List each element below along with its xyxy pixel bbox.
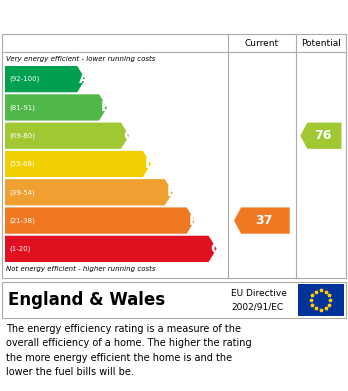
Text: EU Directive: EU Directive [231,289,287,298]
Text: 37: 37 [255,214,272,227]
Text: Very energy efficient - lower running costs: Very energy efficient - lower running co… [6,56,155,62]
Polygon shape [300,122,341,149]
Text: Energy Efficiency Rating: Energy Efficiency Rating [8,7,237,25]
Text: Potential: Potential [301,38,341,47]
Text: (81-91): (81-91) [9,104,35,111]
Text: 2002/91/EC: 2002/91/EC [231,303,284,312]
Text: England & Wales: England & Wales [8,291,165,309]
Text: The energy efficiency rating is a measure of the
overall efficiency of a home. T: The energy efficiency rating is a measur… [6,324,252,377]
Text: B: B [101,100,112,115]
Text: (39-54): (39-54) [9,189,35,196]
Text: (92-100): (92-100) [9,76,39,83]
Text: (21-38): (21-38) [9,217,35,224]
Text: C: C [123,129,133,143]
Text: D: D [145,157,157,171]
Text: E: E [167,185,176,199]
Polygon shape [5,122,129,149]
Polygon shape [5,179,173,205]
Text: Not energy efficient - higher running costs: Not energy efficient - higher running co… [6,266,156,272]
Polygon shape [5,208,195,234]
Polygon shape [234,208,290,234]
Text: A: A [79,72,90,86]
Polygon shape [5,94,107,120]
Polygon shape [5,151,151,177]
Text: (1-20): (1-20) [9,246,30,252]
Text: 76: 76 [314,129,332,142]
Polygon shape [5,66,85,92]
Bar [298,284,344,316]
Text: G: G [211,242,222,256]
Text: (69-80): (69-80) [9,133,35,139]
Text: (55-68): (55-68) [9,161,35,167]
Polygon shape [5,236,216,262]
Text: Current: Current [245,38,279,47]
Text: F: F [189,213,198,228]
